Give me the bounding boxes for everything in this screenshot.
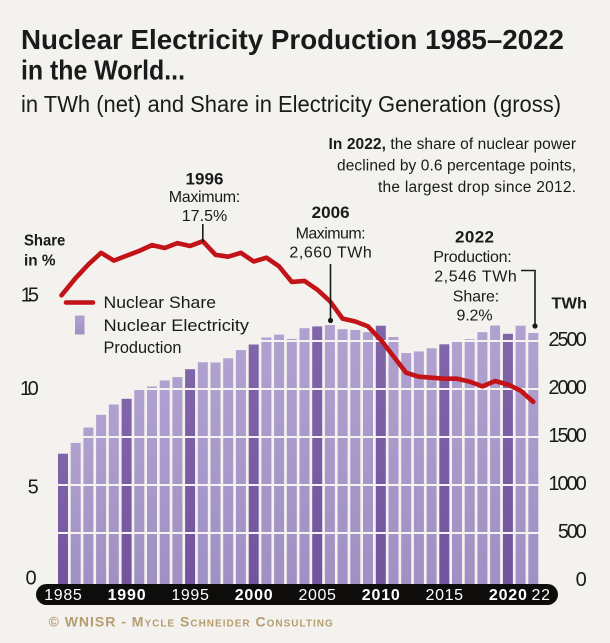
- svg-text:15: 15: [21, 284, 39, 306]
- svg-text:Production: Production: [104, 338, 182, 357]
- svg-text:2005: 2005: [298, 587, 336, 604]
- svg-text:Share:: Share:: [453, 289, 499, 306]
- svg-text:2,660 TWh: 2,660 TWh: [289, 245, 371, 262]
- svg-text:declined by 0.6 percentage poi: declined by 0.6 percentage points,: [337, 158, 576, 175]
- svg-text:1995: 1995: [171, 587, 209, 604]
- svg-text:10: 10: [20, 378, 39, 400]
- svg-text:22: 22: [532, 587, 551, 604]
- svg-text:Nuclear Electricity Production: Nuclear Electricity Production 1985–2022: [21, 24, 564, 55]
- svg-text:2020: 2020: [489, 587, 527, 604]
- svg-text:© WNISR - Mycle Schneider Cons: © WNISR - Mycle Schneider Consulting: [49, 614, 334, 630]
- svg-text:2000: 2000: [548, 377, 586, 399]
- svg-text:1000: 1000: [548, 473, 586, 495]
- svg-text:Nuclear Electricity: Nuclear Electricity: [104, 316, 250, 335]
- svg-text:TWh: TWh: [552, 296, 588, 313]
- svg-text:Production:: Production:: [433, 249, 512, 266]
- svg-text:in %: in %: [24, 253, 56, 270]
- svg-text:2500: 2500: [548, 329, 586, 351]
- svg-text:in the World...: in the World...: [21, 55, 185, 86]
- svg-text:500: 500: [558, 521, 587, 543]
- svg-text:1500: 1500: [548, 425, 586, 447]
- svg-text:2015: 2015: [426, 587, 464, 604]
- svg-text:2022: 2022: [455, 228, 494, 247]
- svg-text:Nuclear Share: Nuclear Share: [104, 294, 217, 312]
- svg-text:the largest drop since 2012.: the largest drop since 2012.: [378, 179, 576, 196]
- svg-text:1985: 1985: [44, 587, 82, 604]
- svg-text:in TWh (net) and Share in Elec: in TWh (net) and Share in Electricity Ge…: [21, 91, 561, 117]
- svg-text:1996: 1996: [186, 170, 224, 189]
- svg-text:5: 5: [28, 477, 39, 499]
- svg-text:0: 0: [25, 567, 36, 589]
- svg-text:Maximum:: Maximum:: [296, 226, 366, 243]
- svg-text:Share: Share: [24, 232, 66, 249]
- svg-text:Maximum:: Maximum:: [169, 189, 240, 206]
- svg-text:2006: 2006: [312, 203, 350, 222]
- svg-text:2000: 2000: [235, 587, 273, 604]
- svg-text:17.5%: 17.5%: [182, 208, 228, 225]
- svg-text:1990: 1990: [108, 587, 146, 604]
- svg-text:In 2022, the share of nuclear: In 2022, the share of nuclear power: [329, 136, 577, 153]
- svg-text:2010: 2010: [362, 587, 400, 604]
- svg-text:0: 0: [576, 569, 587, 591]
- svg-text:9.2%: 9.2%: [456, 308, 492, 325]
- svg-text:2,546 TWh: 2,546 TWh: [434, 269, 517, 286]
